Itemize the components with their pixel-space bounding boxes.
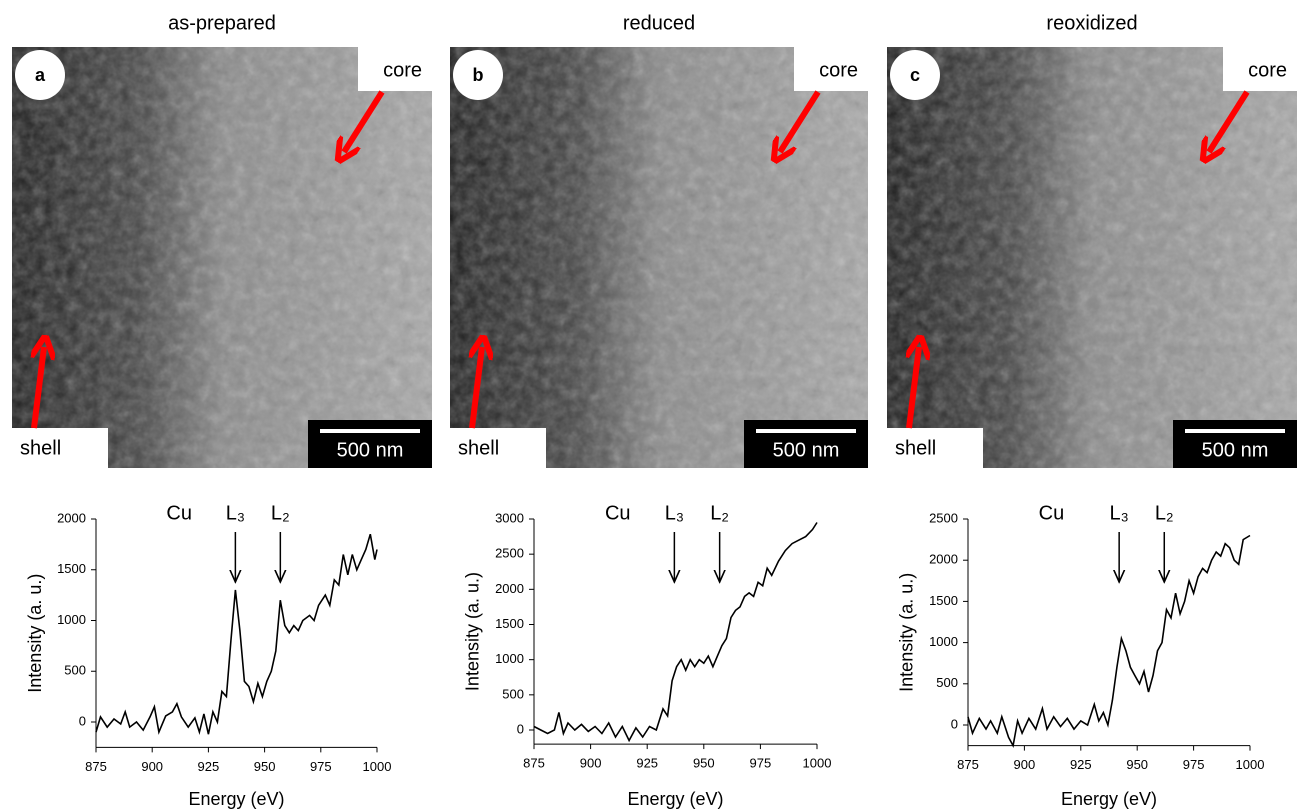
- x-tick-label: 975: [1183, 757, 1205, 772]
- x-tick-label: 875: [957, 757, 979, 772]
- y-tick-label: 2500: [929, 510, 958, 525]
- letter-badge: [15, 50, 65, 100]
- y-tick-label: 1500: [57, 561, 86, 576]
- core-box: [1223, 47, 1297, 91]
- y-tick-label: 0: [517, 721, 524, 736]
- y-tick-label: 2000: [929, 552, 958, 567]
- core-box: [358, 47, 432, 91]
- y-tick-label: 0: [79, 713, 86, 728]
- tem-texture: [450, 47, 868, 468]
- x-tick-label: 1000: [1236, 757, 1265, 772]
- y-axis-label: Intensity (a. u.): [897, 573, 917, 692]
- core-arrow: [1209, 90, 1250, 152]
- y-tick-label: 0: [951, 716, 958, 731]
- y-tick-label: 1000: [495, 651, 524, 666]
- edge-label: L₃: [665, 502, 684, 524]
- tem-texture: [12, 47, 432, 468]
- element-label: Cu: [605, 502, 631, 524]
- shell-box: [450, 428, 546, 468]
- y-tick-label: 1000: [929, 634, 958, 649]
- scale-bar-label: 500 nm: [1202, 439, 1269, 461]
- letter-badge: [890, 50, 940, 100]
- panel-letter: b: [473, 65, 484, 85]
- edge-label: L₂: [1155, 502, 1174, 524]
- x-tick-label: 950: [254, 759, 276, 774]
- shell-label: shell: [458, 437, 499, 459]
- y-tick-label: 500: [502, 686, 524, 701]
- element-label: Cu: [166, 502, 192, 524]
- panel-letter: c: [910, 65, 920, 85]
- shell-box: [12, 428, 108, 468]
- letter-badge: [453, 50, 503, 100]
- edge-label: L₃: [226, 502, 245, 524]
- y-axis-label: Intensity (a. u.): [463, 572, 483, 691]
- scale-bar-label: 500 nm: [337, 439, 404, 461]
- shell-arrow: [34, 347, 44, 429]
- scale-bar-box: [744, 420, 868, 468]
- y-tick-label: 500: [64, 663, 86, 678]
- core-label: core: [819, 59, 858, 81]
- x-tick-label: 975: [750, 756, 772, 771]
- edge-label: L₃: [1110, 502, 1129, 524]
- panel-title: as-prepared: [168, 12, 276, 34]
- panel-letter: a: [35, 65, 46, 85]
- x-tick-label: 950: [693, 756, 715, 771]
- x-axis-label: Energy (eV): [1061, 789, 1157, 809]
- core-arrow: [780, 90, 821, 152]
- y-tick-label: 1500: [495, 616, 524, 631]
- scale-bar-label: 500 nm: [773, 439, 840, 461]
- y-tick-label: 1000: [57, 612, 86, 627]
- core-box: [794, 47, 868, 91]
- x-tick-label: 900: [141, 759, 163, 774]
- x-axis-label: Energy (eV): [188, 789, 284, 809]
- element-label: Cu: [1039, 502, 1065, 524]
- x-tick-label: 925: [198, 759, 220, 774]
- shell-arrow: [909, 347, 919, 429]
- spectrum-line: [533, 522, 818, 743]
- panel-title: reduced: [623, 12, 695, 34]
- edge-label: L₂: [271, 502, 290, 524]
- y-tick-label: 2000: [57, 510, 86, 525]
- core-label: core: [1248, 59, 1287, 81]
- shell-arrow: [472, 347, 482, 429]
- y-tick-label: 2000: [495, 581, 524, 596]
- y-tick-label: 1500: [929, 593, 958, 608]
- shell-box: [887, 428, 983, 468]
- x-tick-label: 1000: [803, 756, 832, 771]
- shell-label: shell: [895, 437, 936, 459]
- x-axis-label: Energy (eV): [627, 789, 723, 809]
- x-tick-label: 1000: [363, 759, 392, 774]
- x-tick-label: 975: [310, 759, 332, 774]
- shell-label: shell: [20, 437, 61, 459]
- y-tick-label: 2500: [495, 546, 524, 561]
- panel-title: reoxidized: [1046, 12, 1137, 34]
- spectrum-line: [967, 534, 1251, 748]
- x-tick-label: 925: [636, 756, 658, 771]
- x-tick-label: 900: [1014, 757, 1036, 772]
- x-tick-label: 900: [580, 756, 602, 771]
- x-tick-label: 875: [523, 756, 545, 771]
- y-tick-label: 3000: [495, 510, 524, 525]
- core-arrow: [344, 90, 385, 152]
- core-label: core: [383, 59, 422, 81]
- x-tick-label: 875: [85, 759, 107, 774]
- scale-bar-box: [1173, 420, 1297, 468]
- x-tick-label: 925: [1070, 757, 1092, 772]
- y-axis-label: Intensity (a. u.): [25, 574, 45, 693]
- x-tick-label: 950: [1126, 757, 1148, 772]
- spectrum-line: [95, 533, 378, 736]
- y-tick-label: 500: [936, 675, 958, 690]
- edge-label: L₂: [710, 502, 729, 524]
- scale-bar-box: [308, 420, 432, 468]
